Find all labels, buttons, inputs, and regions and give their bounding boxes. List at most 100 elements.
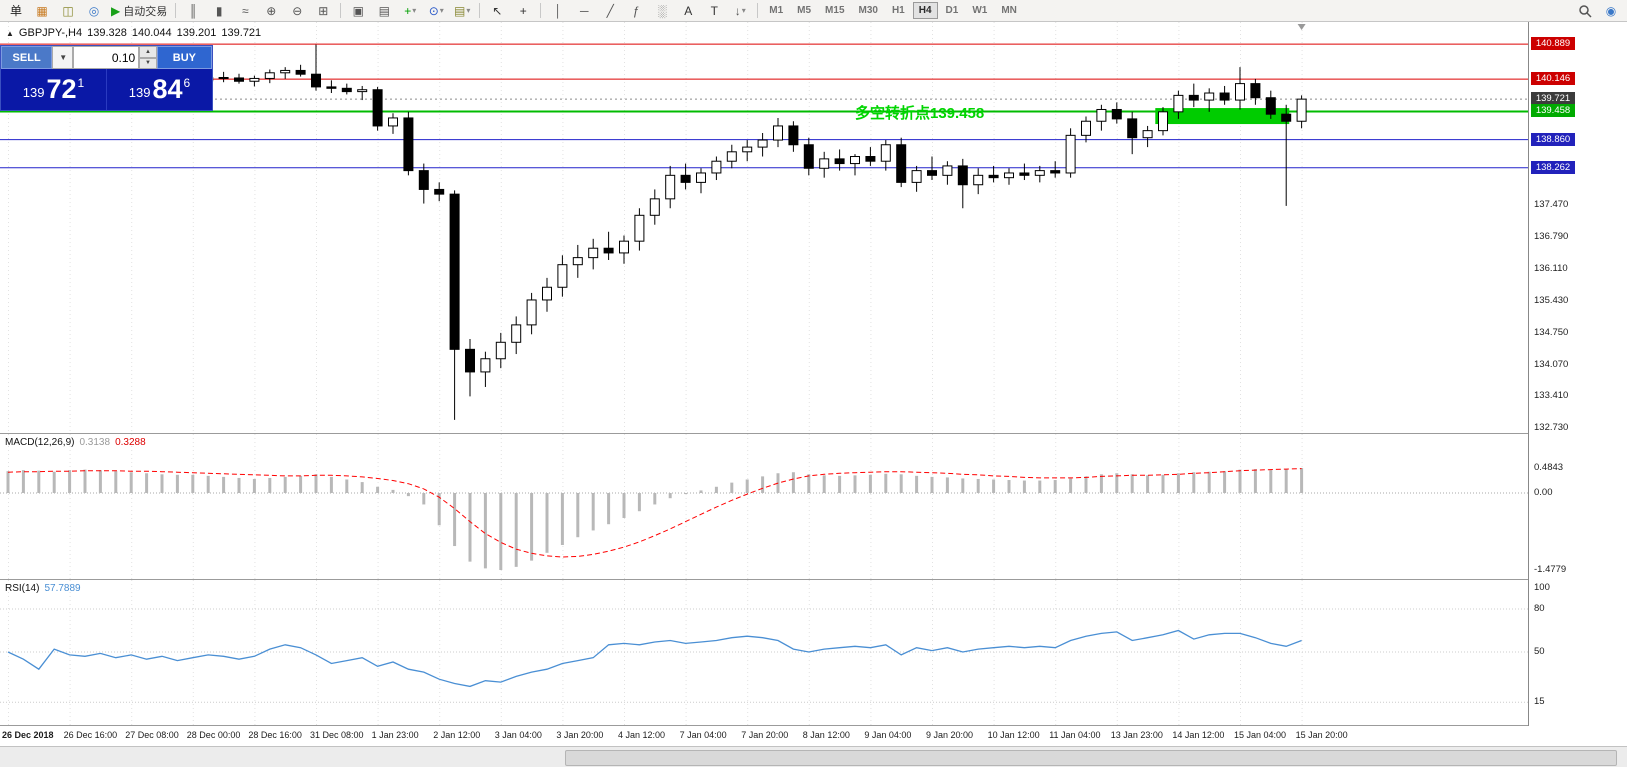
tile-windows-icon[interactable]: ⊞ bbox=[311, 1, 335, 21]
sell-button[interactable]: SELL bbox=[1, 46, 53, 69]
candlestick-chart-icon[interactable]: ▮ bbox=[207, 1, 231, 21]
zoom-in-icon: ⊕ bbox=[266, 3, 277, 18]
toolbar-separator bbox=[757, 3, 759, 18]
bar-chart-icon[interactable]: ║ bbox=[181, 1, 205, 21]
main-toolbar: 单 ▦ ◫ ◎ ▶ 自动交易 ║ ▮ ≈ ⊕ ⊖ ⊞ ▣ ▤ + ▾ ⊙ ▾ ▤ ▾ ↖ + │ ─ ╱ ƒ ░ A T ↓ ▾ M1 M5 M1… bbox=[0, 0, 1627, 22]
candlestick-chart[interactable] bbox=[0, 22, 1528, 434]
add-indicator-button[interactable]: + ▾ bbox=[398, 1, 422, 21]
crosshair-icon[interactable]: + bbox=[511, 1, 535, 21]
sell-price-pips: 72 bbox=[46, 74, 77, 104]
dropdown-arrow-icon: ▾ bbox=[741, 6, 746, 15]
new-order-button[interactable]: 单 bbox=[4, 1, 28, 21]
timeframe-mn[interactable]: MN bbox=[1001, 5, 1017, 16]
search-icon[interactable] bbox=[1573, 1, 1597, 21]
trade-controls-row: SELL ▼ ▲ ▼ BUY bbox=[1, 46, 212, 69]
price-axis[interactable]: 137.470 136.790 136.110 135.430 134.750 134.0… bbox=[1528, 22, 1627, 726]
timeframe-m5[interactable]: M5 bbox=[797, 5, 812, 16]
new-chart-icon: ▦ bbox=[36, 3, 48, 18]
toolbar-separator bbox=[479, 3, 481, 18]
vertical-line-icon[interactable]: │ bbox=[546, 1, 570, 21]
timeframe-m30[interactable]: M30 bbox=[858, 5, 878, 16]
time-axis-label: 14 Jan 12:00 bbox=[1172, 730, 1225, 740]
chart-ohlc-header: ▲ GBPJPY-,H4 139.328 140.044 139.201 139.721 bbox=[6, 27, 266, 39]
text-icon[interactable]: A bbox=[676, 1, 700, 21]
time-axis-label: 7 Jan 20:00 bbox=[741, 730, 789, 740]
refresh-icon[interactable]: ◎ bbox=[82, 1, 106, 21]
macd-name: MACD(12,26,9) bbox=[5, 437, 75, 448]
timeframe-m15[interactable]: M15 bbox=[825, 5, 845, 16]
auto-arrange-icon[interactable]: ▣ bbox=[346, 1, 370, 21]
templates-icon: ▤ bbox=[454, 3, 466, 18]
time-axis-label: 15 Jan 04:00 bbox=[1234, 730, 1287, 740]
rsi-panel-divider[interactable] bbox=[0, 579, 1627, 580]
rsi-indicator-panel[interactable]: RSI(14) 57.7889 bbox=[0, 580, 1528, 725]
autotrading-button[interactable]: ▶ 自动交易 bbox=[108, 1, 170, 21]
timeframe-h1[interactable]: H1 bbox=[891, 5, 905, 16]
macd-chart[interactable] bbox=[0, 434, 1528, 579]
one-click-toggle-icon[interactable]: ▲ bbox=[6, 29, 14, 38]
time-axis-label: 3 Jan 20:00 bbox=[556, 730, 604, 740]
chart-window: ▲ GBPJPY-,H4 139.328 140.044 139.201 139.721 … bbox=[0, 22, 1627, 767]
periods-button[interactable]: ⊙ ▾ bbox=[424, 1, 448, 21]
vertical-line-icon: │ bbox=[554, 3, 562, 18]
templates-button[interactable]: ▤ ▾ bbox=[450, 1, 474, 21]
fibonacci-icon[interactable]: ƒ bbox=[624, 1, 648, 21]
text-label-icon: T bbox=[710, 3, 718, 18]
timeframe-h4[interactable]: H4 bbox=[912, 2, 938, 19]
horizontal-scrollbar[interactable] bbox=[0, 746, 1627, 767]
tile-windows-icon: ⊞ bbox=[318, 3, 329, 18]
trendline-icon: ╱ bbox=[606, 3, 614, 18]
scrollbar-thumb[interactable] bbox=[565, 750, 1617, 766]
toolbar-separator bbox=[340, 3, 342, 18]
line-chart-icon[interactable]: ≈ bbox=[233, 1, 257, 21]
price-axis-label: 134.070 bbox=[1534, 358, 1569, 370]
lot-decrease-button[interactable]: ▼ bbox=[139, 57, 157, 69]
time-axis-label: 4 Jan 12:00 bbox=[618, 730, 666, 740]
lot-increase-button[interactable]: ▲ bbox=[139, 46, 157, 58]
time-axis[interactable]: 26 Dec 2018 26 Dec 16:00 27 Dec 08:00 28 De… bbox=[0, 726, 1528, 746]
profiles-icon[interactable]: ◫ bbox=[56, 1, 80, 21]
trade-prices: 139 72 1 139 84 6 bbox=[1, 69, 212, 110]
dropdown-arrow-icon: ▾ bbox=[412, 6, 417, 15]
timeframe-d1[interactable]: D1 bbox=[945, 5, 959, 16]
cursor-icon: ↖ bbox=[492, 3, 503, 18]
horizontal-line-icon[interactable]: ─ bbox=[572, 1, 596, 21]
macd-indicator-panel[interactable]: MACD(12,26,9) 0.3138 0.3288 bbox=[0, 434, 1528, 579]
text-label-icon[interactable]: T bbox=[702, 1, 726, 21]
price-chart-panel[interactable]: ▲ GBPJPY-,H4 139.328 140.044 139.201 139.721 … bbox=[0, 22, 1528, 434]
price-axis-label: 135.430 bbox=[1534, 294, 1569, 306]
new-chart-icon[interactable]: ▦ bbox=[30, 1, 54, 21]
fibonacci-icon: ƒ bbox=[632, 3, 640, 18]
macd-panel-divider[interactable] bbox=[0, 433, 1627, 434]
pivot-annotation[interactable]: 多空转折点139.458 bbox=[855, 105, 985, 122]
time-axis-label: 8 Jan 12:00 bbox=[802, 730, 850, 740]
rsi-chart[interactable] bbox=[0, 580, 1528, 725]
trendline-icon[interactable]: ╱ bbox=[598, 1, 622, 21]
line-chart-icon: ≈ bbox=[241, 3, 249, 18]
buy-button[interactable]: BUY bbox=[156, 46, 212, 69]
dropdown-arrow-icon: ▾ bbox=[466, 6, 471, 15]
price-level-badge: 140.146 bbox=[1531, 72, 1575, 86]
lot-dropdown-button[interactable]: ▼ bbox=[52, 46, 74, 69]
lot-size-input[interactable] bbox=[73, 46, 140, 69]
buy-price-pips: 84 bbox=[152, 74, 183, 104]
chart-shift-marker[interactable] bbox=[1297, 24, 1306, 30]
timeframe-m1[interactable]: M1 bbox=[769, 5, 784, 16]
cursor-icon[interactable]: ↖ bbox=[485, 1, 509, 21]
sell-price-display[interactable]: 139 72 1 bbox=[1, 69, 106, 110]
buy-price-display[interactable]: 139 84 6 bbox=[106, 69, 212, 110]
price-axis-label: 137.470 bbox=[1534, 198, 1569, 210]
autotrading-icon: ▶ bbox=[111, 3, 121, 18]
community-icon[interactable]: ◉ bbox=[1599, 1, 1623, 21]
time-axis-label: 28 Dec 16:00 bbox=[248, 730, 302, 740]
time-axis-label: 31 Dec 08:00 bbox=[310, 730, 364, 740]
timeframe-w1[interactable]: W1 bbox=[972, 5, 988, 16]
arrow-objects-button[interactable]: ↓ ▾ bbox=[728, 1, 752, 21]
price-level-badge: 140.889 bbox=[1531, 37, 1575, 51]
one-click-trading-panel: SELL ▼ ▲ ▼ BUY 139 72 1 bbox=[0, 45, 213, 111]
objects-list-icon[interactable]: ░ bbox=[650, 1, 674, 21]
zoom-in-icon[interactable]: ⊕ bbox=[259, 1, 283, 21]
arrange-windows-icon[interactable]: ▤ bbox=[372, 1, 396, 21]
zoom-out-icon[interactable]: ⊖ bbox=[285, 1, 309, 21]
macd-main-value: 0.3138 bbox=[79, 437, 111, 448]
